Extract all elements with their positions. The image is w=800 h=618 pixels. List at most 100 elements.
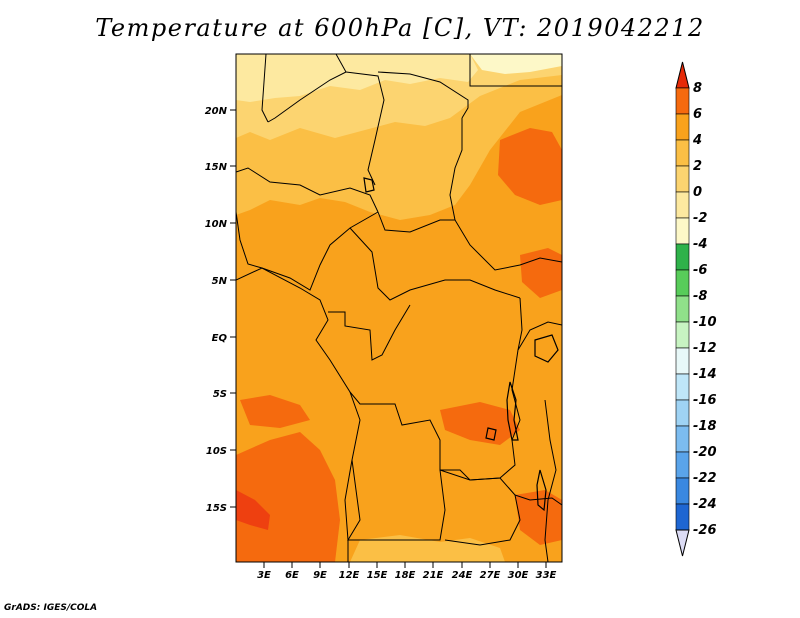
boundary-west-1: [236, 167, 379, 213]
lake-tanganyika: [506, 381, 519, 441]
colorbar-label: -4: [693, 237, 707, 252]
boundary-east-lakes: [517, 321, 562, 351]
colorbar-segment: [675, 451, 690, 479]
colorbar-label: -2: [693, 211, 707, 226]
colorbar-segment: [675, 191, 690, 219]
field-cold-northeast: [470, 54, 562, 74]
credit-label: GrADS: IGES/COLA: [4, 603, 98, 613]
lat-tick: 5N: [212, 276, 236, 287]
colorbar-segment: [675, 503, 690, 531]
colorbar-label: 6: [693, 107, 702, 122]
colorbar-label: -12: [693, 341, 717, 356]
boundary-east-2: [469, 54, 562, 87]
field-hotter-southwest: [236, 490, 270, 530]
colorbar-segment: [675, 87, 690, 115]
lon-tick: 15E: [367, 562, 388, 581]
lon-tick: 21E: [423, 562, 444, 581]
colorbar-segment: [675, 321, 690, 349]
lat-tick: 15N: [205, 162, 236, 173]
temperature-field: [236, 54, 562, 562]
lake-malawi: [536, 469, 547, 512]
map-title: Temperature at 600hPa [C], VT: 201904221…: [95, 14, 705, 42]
colorbar-label: -10: [693, 315, 717, 330]
lat-tick: EQ: [212, 333, 236, 344]
boundary-north-4: [377, 71, 469, 119]
lon-tick: 9E: [313, 562, 327, 581]
colorbar-segment: [675, 425, 690, 453]
colorbar-segment: [675, 243, 690, 271]
lon-label: 27E: [480, 570, 501, 581]
lat-tick: 10N: [205, 219, 236, 230]
lat-label: EQ: [212, 333, 228, 344]
lon-label: 9E: [313, 570, 327, 581]
lat-tick: 5S: [213, 389, 236, 400]
field-hot-south-central: [440, 402, 520, 445]
lake-chad: [363, 177, 375, 193]
field-mild-south: [350, 535, 505, 562]
field-hot-southeast: [515, 490, 562, 545]
colorbar-segment: [675, 399, 690, 427]
lat-label: 5N: [212, 276, 228, 287]
colorbar-label: -8: [693, 289, 707, 304]
lon-label: 3E: [257, 570, 271, 581]
boundary-central-1: [377, 211, 455, 233]
boundary-east-2b: [517, 297, 523, 351]
colorbar-segment: [675, 113, 690, 141]
lon-tick: 18E: [395, 562, 416, 581]
colorbar-label: -20: [693, 445, 717, 460]
colorbar-label: -14: [693, 367, 717, 382]
colorbar-bottom-arrow: [675, 529, 690, 557]
colorbar-label: -6: [693, 263, 707, 278]
lon-label: 21E: [423, 570, 444, 581]
colorbar-label: -24: [693, 497, 717, 512]
lat-label: 5S: [213, 389, 227, 400]
lake-victoria: [534, 334, 559, 363]
colorbar-label: -26: [693, 523, 717, 538]
lon-tick: 3E: [257, 562, 271, 581]
lon-label: 24E: [452, 570, 473, 581]
colorbar-label: 2: [693, 159, 702, 174]
colorbar-segment: [675, 347, 690, 375]
boundary-north-2: [267, 54, 347, 123]
colorbar-segment: [675, 477, 690, 505]
lake-mweru: [485, 427, 497, 441]
field-cold-north: [236, 54, 478, 102]
colorbar-label: -22: [693, 471, 717, 486]
lakes: [363, 177, 559, 512]
lon-tick: 27E: [480, 562, 501, 581]
colorbar-segment: [675, 217, 690, 245]
lon-tick: 12E: [339, 562, 360, 581]
boundary-coast-west: [236, 267, 361, 562]
lon-tick: 24E: [452, 562, 473, 581]
boundary-central-2: [349, 227, 521, 301]
field-hot-west: [240, 395, 310, 428]
boundary-east-coast: [544, 399, 557, 562]
colorbar-label: 4: [692, 133, 702, 148]
boundary-angola: [347, 459, 446, 541]
boundary-north-1: [261, 54, 269, 123]
lat-label: 10N: [205, 219, 228, 230]
lon-label: 15E: [367, 570, 388, 581]
colorbar: 8 6 4 2 0 -2 -4 -6 -8 -10 -12 -14 -16 -18 -20 -22 -24 -26: [675, 61, 717, 557]
field-hot-southwest: [236, 432, 340, 562]
lat-label: 20N: [205, 106, 228, 117]
boundary-zambia: [439, 469, 521, 546]
colorbar-label: 0: [693, 185, 702, 200]
boundary-gabon-congo: [328, 304, 411, 361]
colorbar-segment: [675, 139, 690, 167]
colorbar-top-arrow: [675, 61, 690, 89]
lat-label: 15S: [206, 503, 227, 514]
lat-tick: 10S: [206, 446, 236, 457]
country-boundaries: [236, 54, 562, 562]
boundary-west-2: [236, 211, 379, 291]
colorbar-segment: [675, 165, 690, 193]
colorbar-segment: [675, 373, 690, 401]
boundary-mozambique: [514, 494, 562, 506]
lat-label: 15N: [205, 162, 228, 173]
field-hot-northeast: [498, 128, 562, 205]
colorbar-label: -16: [693, 393, 717, 408]
longitude-axis: 3E 6E 9E 12E 15E 18E 21E 24E 27E 30E 33E: [257, 562, 557, 581]
lon-tick: 30E: [508, 562, 529, 581]
lon-tick: 33E: [536, 562, 557, 581]
